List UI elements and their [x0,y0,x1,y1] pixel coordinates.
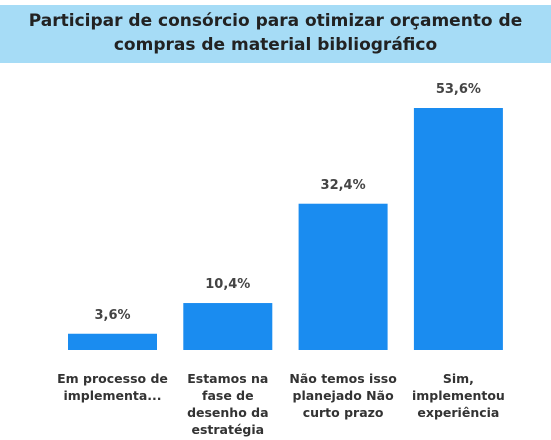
bar [183,303,273,350]
value-label: 3,6% [94,307,131,323]
x-tick-label: Estamos na fase de desenho da estratégia [187,371,269,437]
bar [68,333,157,350]
bar [298,203,388,350]
x-tick-label: Em processo de implementa... [57,371,168,403]
title-banner [0,5,551,63]
chart-title: Participar de consórcio para otimizar or… [28,11,523,55]
value-label: 53,6% [435,82,481,97]
value-label: 10,4% [205,277,251,293]
bar [413,108,503,350]
x-tick-label: Sim, implementou experiência [411,371,505,420]
value-label: 32,4% [320,177,366,193]
x-tick-label: Não temos isso planejado Não curto prazo [289,371,397,420]
